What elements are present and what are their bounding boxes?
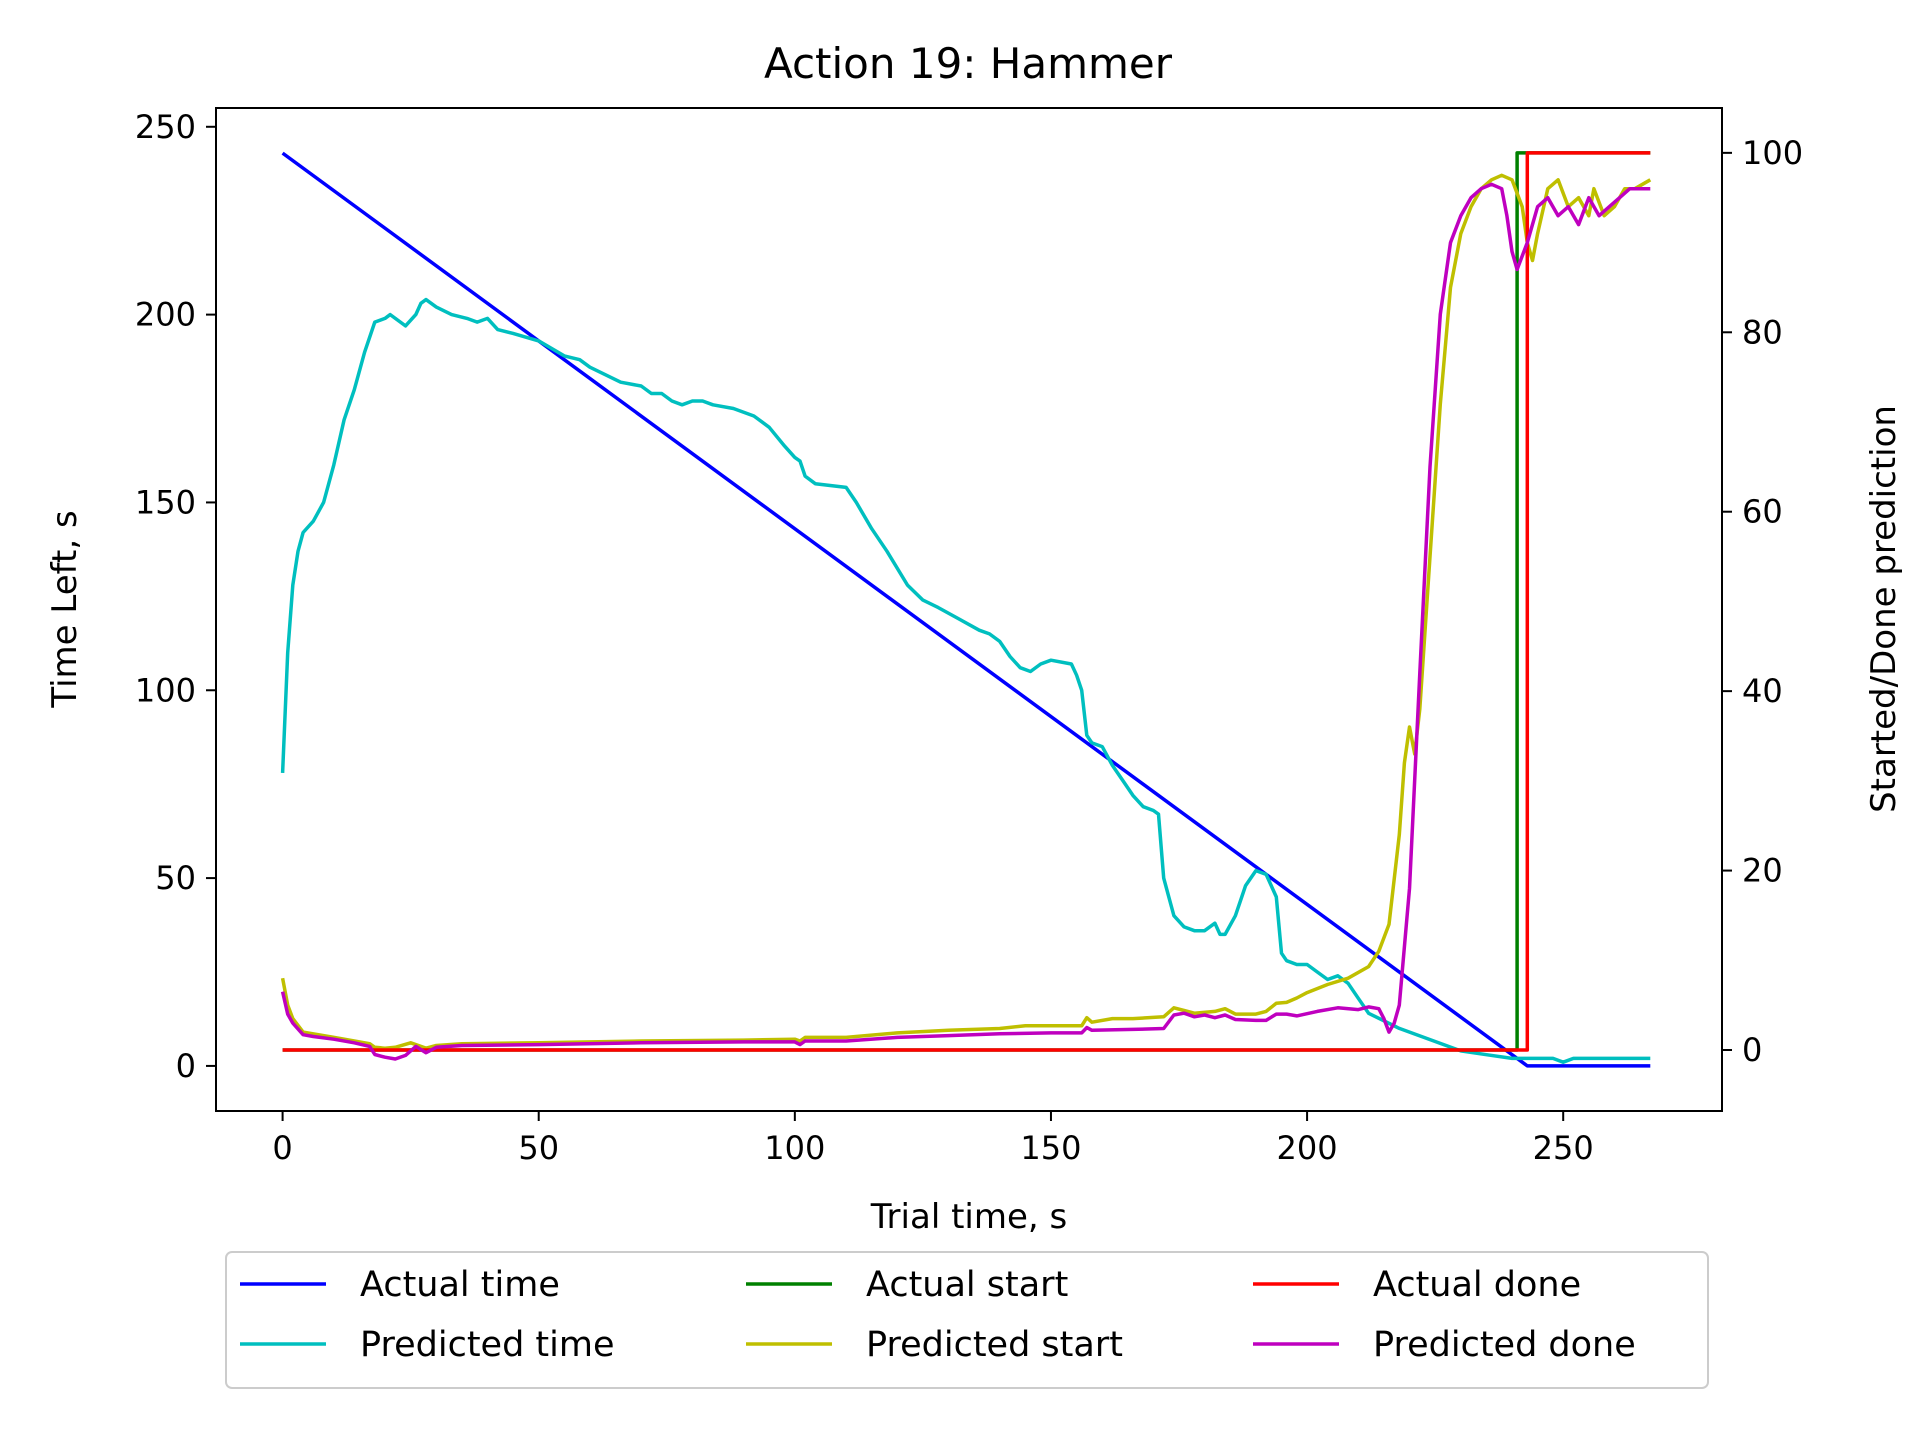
x-tick-label: 200: [1277, 1129, 1338, 1167]
legend-label: Predicted time: [360, 1325, 615, 1365]
series-line-actual-done: [282, 151, 1651, 1052]
legend: Actual time Predicted time Actual start Pre…: [225, 1251, 1709, 1389]
y2-tick-label: 20: [1742, 852, 1783, 890]
y-axis-title: Time Left, s: [45, 510, 85, 708]
legend-item-actual-time: Actual time: [240, 1265, 560, 1305]
y-tick-label: 0: [176, 1047, 196, 1085]
y2-tick-label: 40: [1742, 672, 1783, 710]
legend-item-actual-done: Actual done: [1253, 1265, 1581, 1305]
x-tick-label: 50: [518, 1129, 559, 1167]
legend-item-predicted-start: Predicted start: [746, 1325, 1123, 1365]
y2-tick-label: 100: [1742, 134, 1803, 172]
y-tick-label: 250: [135, 108, 196, 146]
x-axis-ticks: 0 50 100 150 200 250: [272, 1111, 1594, 1167]
series-line-predicted-done: [280, 182, 1651, 1061]
plot-series: [280, 151, 1652, 1068]
legend-label: Actual done: [1373, 1265, 1581, 1305]
y-tick-label: 200: [135, 296, 196, 334]
plot-frame: [215, 107, 1723, 1112]
y-tick-label: 50: [155, 859, 196, 897]
y-tick-label: 100: [135, 671, 196, 709]
legend-label: Predicted done: [1373, 1325, 1636, 1365]
series-line-predicted-time: [280, 297, 1651, 1064]
legend-items: Actual time Predicted time Actual start Pre…: [240, 1265, 1636, 1365]
y2-tick-label: 60: [1742, 493, 1783, 531]
y2-axis-ticks: 0 20 40 60 80 100: [1722, 134, 1803, 1069]
y2-axis-title: Started/Done prediction: [1864, 405, 1904, 813]
legend-item-predicted-done: Predicted done: [1253, 1325, 1636, 1365]
y2-tick-label: 0: [1742, 1031, 1762, 1069]
legend-item-actual-start: Actual start: [746, 1265, 1068, 1305]
x-tick-label: 150: [1020, 1129, 1081, 1167]
legend-label: Actual time: [360, 1265, 560, 1305]
x-tick-label: 0: [272, 1129, 292, 1167]
series-line-actual-time: [281, 151, 1651, 1068]
legend-item-predicted-time: Predicted time: [240, 1325, 615, 1365]
y-tick-label: 150: [135, 483, 196, 521]
x-tick-label: 250: [1533, 1129, 1594, 1167]
x-tick-label: 100: [764, 1129, 825, 1167]
chart-title: Action 19: Hammer: [764, 39, 1173, 88]
y-axis-ticks: 0 50 100 150 200 250: [135, 108, 216, 1085]
legend-label: Predicted start: [866, 1325, 1123, 1365]
legend-label: Actual start: [866, 1265, 1068, 1305]
y2-tick-label: 80: [1742, 313, 1783, 351]
x-axis-title: Trial time, s: [870, 1197, 1067, 1237]
legend-frame: [225, 1251, 1709, 1389]
